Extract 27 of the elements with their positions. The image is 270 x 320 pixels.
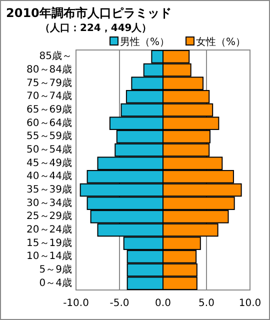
y-tick-label: 25～29歳 <box>26 210 72 222</box>
x-tick-label: 5.0 <box>198 298 214 309</box>
y-tick-label: 30～34歳 <box>26 196 72 209</box>
y-tick-label: 40～44歳 <box>26 170 72 182</box>
y-tick-label: 50～54歳 <box>26 144 72 156</box>
y-tick-label: 55～59歳 <box>26 130 72 142</box>
y-tick-label: 5～9歳 <box>39 264 72 276</box>
x-tick-label: 10.0 <box>238 298 262 309</box>
legend-label: 男性（%） <box>120 36 170 48</box>
y-tick-label: 80～84歳 <box>26 64 72 76</box>
x-tick-label: -10.0 <box>63 298 89 309</box>
chart-subtitle: （人口：224，449人） <box>40 22 152 34</box>
y-tick-label: 35～39歳 <box>26 184 72 196</box>
y-tick-label: 15～19歳 <box>26 236 72 249</box>
legend-label: 女性（%） <box>196 36 246 48</box>
y-tick-label: 60～64歳 <box>26 116 72 129</box>
y-tick-label: 0～4歳 <box>39 276 72 289</box>
y-tick-label: 45～49歳 <box>26 156 72 169</box>
y-tick-label: 75～79歳 <box>26 76 72 89</box>
y-tick-label: 20～24歳 <box>26 224 72 236</box>
y-tick-label: 85歳～ <box>39 50 72 62</box>
y-tick-label: 65～69歳 <box>26 104 72 116</box>
y-tick-label: 70～74歳 <box>26 90 72 102</box>
x-tick-label: 0.0 <box>155 298 171 309</box>
x-tick-label: -5.0 <box>110 298 130 309</box>
chart-title: 2010年調布市人口ピラミッド <box>6 6 172 20</box>
y-tick-label: 10～14歳 <box>26 250 72 262</box>
